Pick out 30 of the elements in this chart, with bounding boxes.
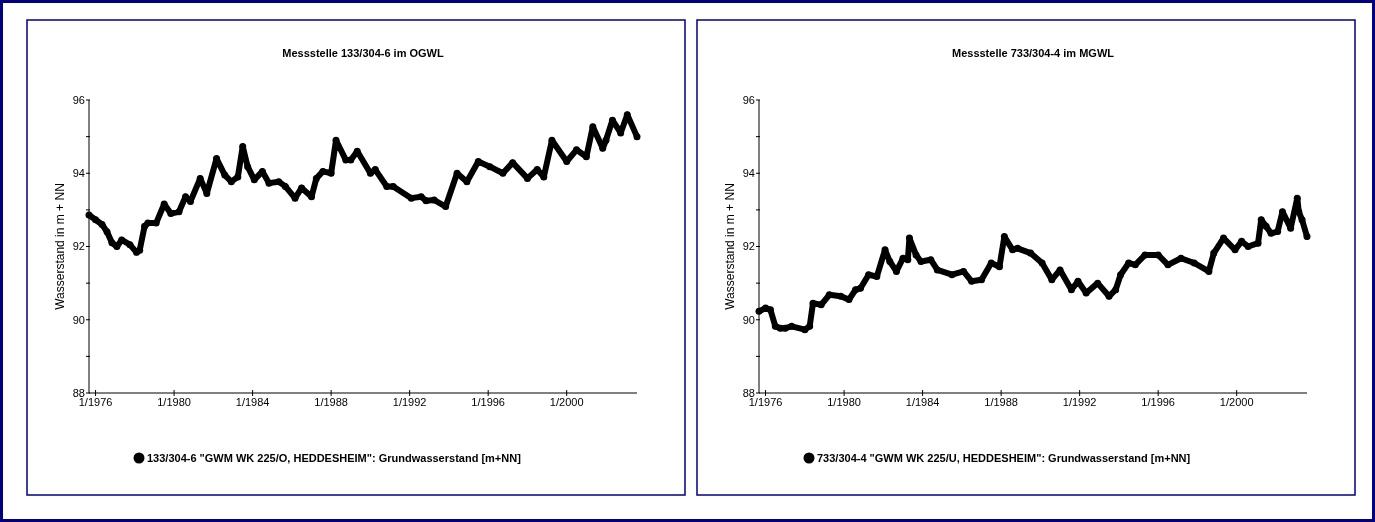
x-tick-label: 1/1992: [392, 396, 427, 408]
x-tick-label: 1/1996: [471, 396, 505, 408]
y-tick-label: 88: [72, 386, 85, 399]
y-tick-label: 90: [742, 313, 755, 326]
y-tick-label: 90: [72, 313, 85, 326]
y-tick-label: 92: [72, 240, 85, 253]
y-tick-label: 92: [742, 240, 755, 253]
chart-title: Messstelle 733/304-4 im MGWL: [951, 47, 1115, 59]
y-axis-title: Wasserstand in m + NN: [53, 183, 67, 310]
y-tick-label: 88: [742, 386, 755, 399]
x-tick-label: 1/1992: [1062, 396, 1097, 408]
legend-label: 133/304-6 "GWM WK 225/O, HEDDESHEIM": Grundwasserstand [m+NN]: [147, 451, 522, 464]
x-tick-label: 1/1980: [157, 396, 191, 408]
chart-title: Messstelle 133/304-6 im OGWL: [282, 47, 444, 59]
y-tick-label: 94: [72, 167, 85, 180]
y-axis-title: Wasserstand in m + NN: [723, 183, 737, 310]
x-tick-label: 1/1988: [984, 396, 1018, 408]
x-tick-label: 1/2000: [1219, 396, 1254, 408]
x-tick-label: 1/1996: [1141, 396, 1175, 408]
x-tick-label: 1/2000: [549, 396, 584, 408]
x-tick-label: 1/1980: [827, 396, 861, 408]
legend-label: 733/304-4 "GWM WK 225/U, HEDDESHEIM": Grundwasserstand [m+NN]: [817, 451, 1191, 464]
x-tick-label: 1/1988: [314, 396, 348, 408]
y-tick-label: 94: [742, 167, 755, 180]
y-tick-label: 96: [72, 93, 85, 106]
x-tick-label: 1/1976: [78, 396, 113, 408]
y-tick-label: 96: [742, 93, 755, 106]
x-tick-label: 1/1984: [235, 396, 270, 408]
x-tick-label: 1/1984: [905, 396, 940, 408]
x-tick-label: 1/1976: [748, 396, 783, 408]
